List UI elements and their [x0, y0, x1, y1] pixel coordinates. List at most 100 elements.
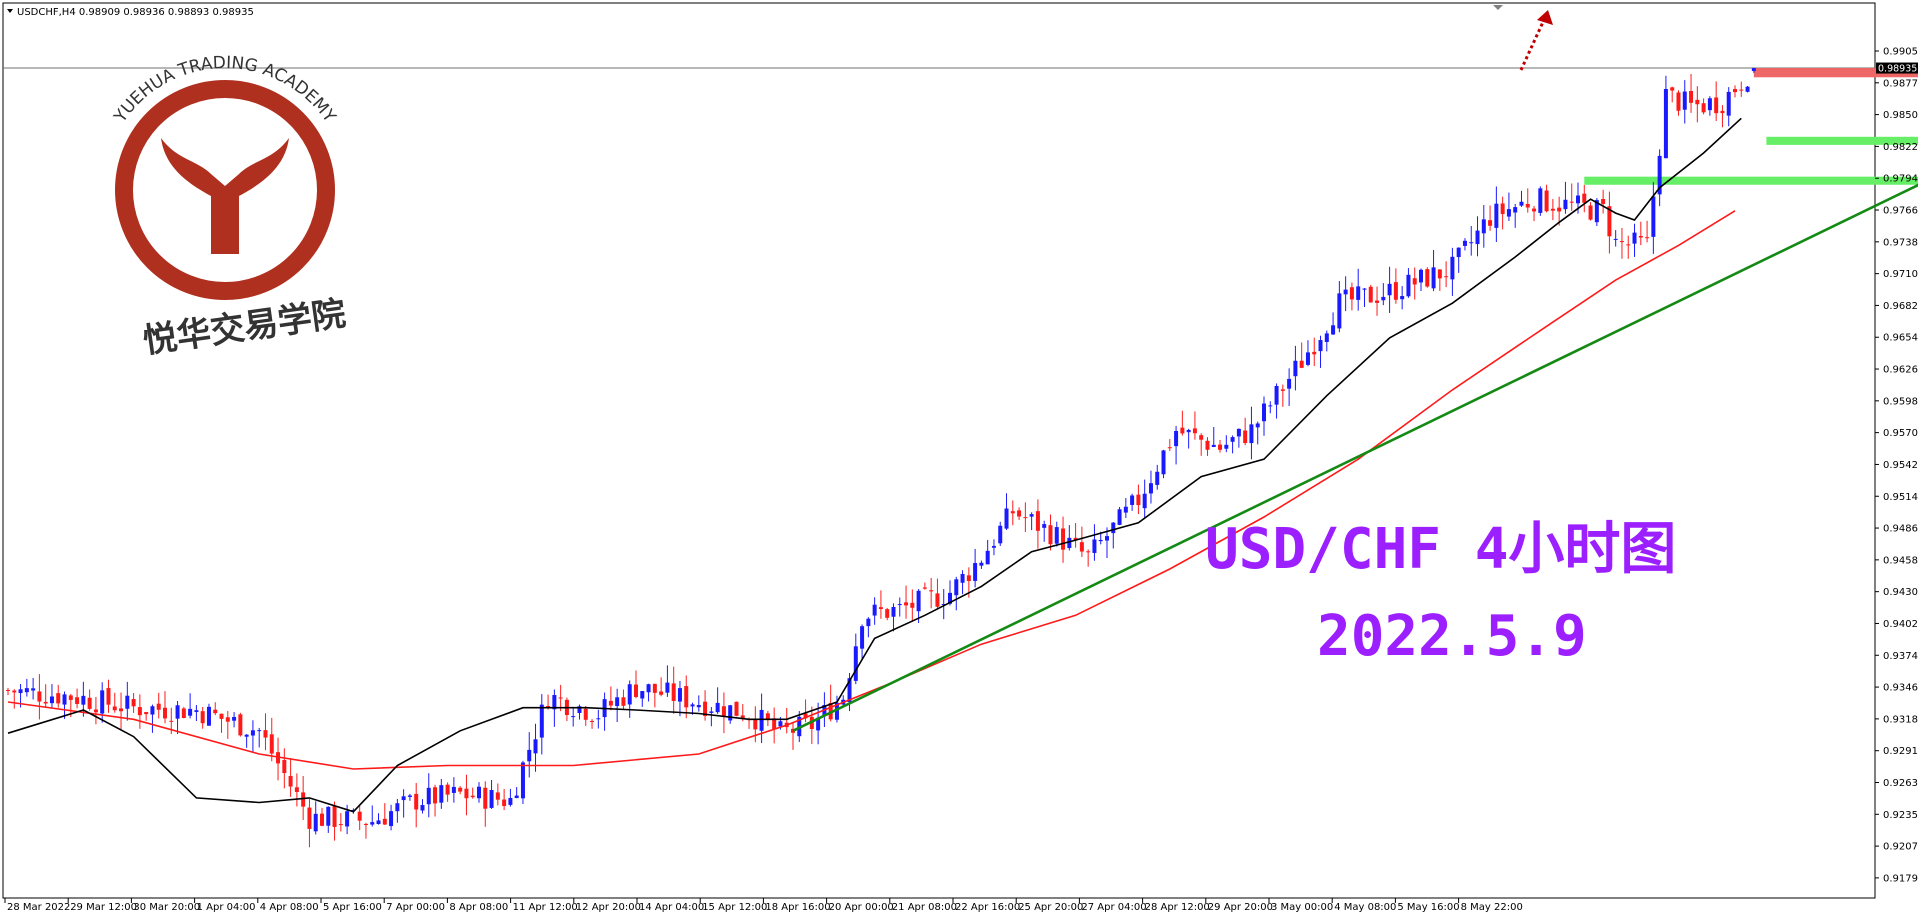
bear-candle: [1079, 542, 1084, 552]
bear-candle: [1023, 517, 1028, 519]
bull-candle: [175, 705, 180, 719]
annotation-date: 2022.5.9: [1317, 604, 1587, 669]
academy-logo: YUEHUA TRADING ACADEMY 悦华交易学院: [110, 53, 348, 362]
bear-candle: [1695, 99, 1700, 105]
bear-candle: [56, 693, 61, 704]
bull-candle: [1594, 200, 1599, 223]
bull-candle: [1092, 539, 1097, 553]
bull-candle: [1745, 86, 1750, 92]
bull-candle: [1249, 424, 1254, 444]
bear-candle: [181, 708, 186, 719]
bull-candle: [49, 696, 54, 704]
bear-candle: [106, 688, 111, 705]
bear-candle: [621, 697, 626, 706]
bear-candle: [43, 701, 48, 704]
bear-candle: [433, 787, 438, 804]
bear-candle: [144, 712, 149, 715]
logo-emblem-inner-left: [181, 176, 211, 236]
bull-candle: [640, 691, 645, 699]
scroll-marker-icon[interactable]: [1493, 5, 1503, 10]
bull-candle: [1155, 471, 1160, 485]
bear-candle: [338, 824, 343, 826]
bear-candle: [721, 706, 726, 718]
projection-arrow-line: [1519, 21, 1545, 71]
bear-candle: [213, 709, 218, 714]
bull-candle: [24, 688, 29, 693]
bear-candle: [307, 807, 312, 829]
bull-candle: [514, 795, 519, 799]
bull-candle: [665, 682, 670, 693]
bear-candle: [93, 709, 98, 713]
bear-candle: [634, 684, 638, 698]
x-tick-label: 28 Apr 12:00: [1145, 902, 1210, 913]
bull-candle: [407, 795, 412, 797]
bear-candle: [1550, 208, 1555, 211]
x-tick-label: 15 Apr 12:00: [702, 902, 767, 913]
bear-candle: [6, 689, 10, 691]
bear-candle: [301, 792, 306, 807]
bull-candle: [615, 697, 620, 707]
bull-candle: [715, 702, 720, 713]
resistance-zone: [1753, 68, 1918, 78]
bull-candle: [1331, 325, 1336, 335]
bull-candle: [1268, 405, 1273, 407]
bull-candle: [571, 716, 576, 718]
bull-candle: [1274, 385, 1279, 405]
bull-candle: [232, 717, 237, 721]
bull-candle: [759, 709, 764, 731]
bull-candle: [948, 592, 952, 604]
x-tick-label: 21 Apr 08:00: [892, 902, 957, 913]
bear-candle: [320, 813, 324, 826]
bear-candle: [483, 787, 488, 809]
bear-candle: [929, 590, 934, 592]
bear-candle: [382, 818, 387, 825]
bull-candle: [979, 562, 984, 566]
bull-candle: [370, 822, 375, 825]
bear-candle: [878, 607, 883, 610]
bull-candle: [313, 813, 318, 832]
bear-candle: [1368, 286, 1373, 303]
y-tick-label: 0.93185: [1883, 714, 1918, 725]
bull-candle: [81, 695, 86, 705]
bull-candle: [489, 790, 494, 808]
bear-candle: [445, 784, 450, 795]
bull-candle: [696, 704, 701, 708]
arrow-head-icon: [1537, 10, 1553, 25]
bull-candle: [1105, 536, 1109, 541]
y-tick-label: 0.95145: [1883, 492, 1918, 503]
bear-candle: [935, 593, 940, 607]
price-zones: [1584, 68, 1918, 185]
bull-candle: [872, 604, 877, 616]
x-tick-label: 12 Apr 20:00: [576, 902, 641, 913]
bear-candle: [1607, 206, 1612, 237]
x-tick-label: 27 Apr 04:00: [1081, 902, 1146, 913]
bull-candle: [816, 717, 821, 731]
bear-candle: [87, 697, 92, 709]
bear-candle: [238, 714, 243, 736]
y-tick-label: 0.94305: [1883, 587, 1918, 598]
bear-candle: [558, 697, 563, 699]
logo-ring: [115, 80, 335, 300]
bull-candle: [1161, 450, 1166, 475]
bear-candle: [458, 787, 463, 792]
chevron-down-icon[interactable]: [7, 9, 13, 13]
bull-candle: [1356, 286, 1361, 300]
bear-candle: [1645, 237, 1650, 239]
bear-candle: [1500, 203, 1505, 215]
bull-candle: [1751, 68, 1756, 72]
bear-candle: [1532, 208, 1537, 212]
bull-candle: [1362, 288, 1367, 290]
bear-candle: [590, 721, 595, 723]
bull-candle: [31, 688, 36, 691]
x-tick-label: 7 Apr 00:00: [386, 902, 445, 913]
bull-candle: [709, 711, 714, 713]
bull-candle: [188, 708, 193, 716]
bull-candle: [778, 721, 783, 727]
bull-candle: [1657, 155, 1662, 195]
bull-candle: [527, 749, 532, 762]
